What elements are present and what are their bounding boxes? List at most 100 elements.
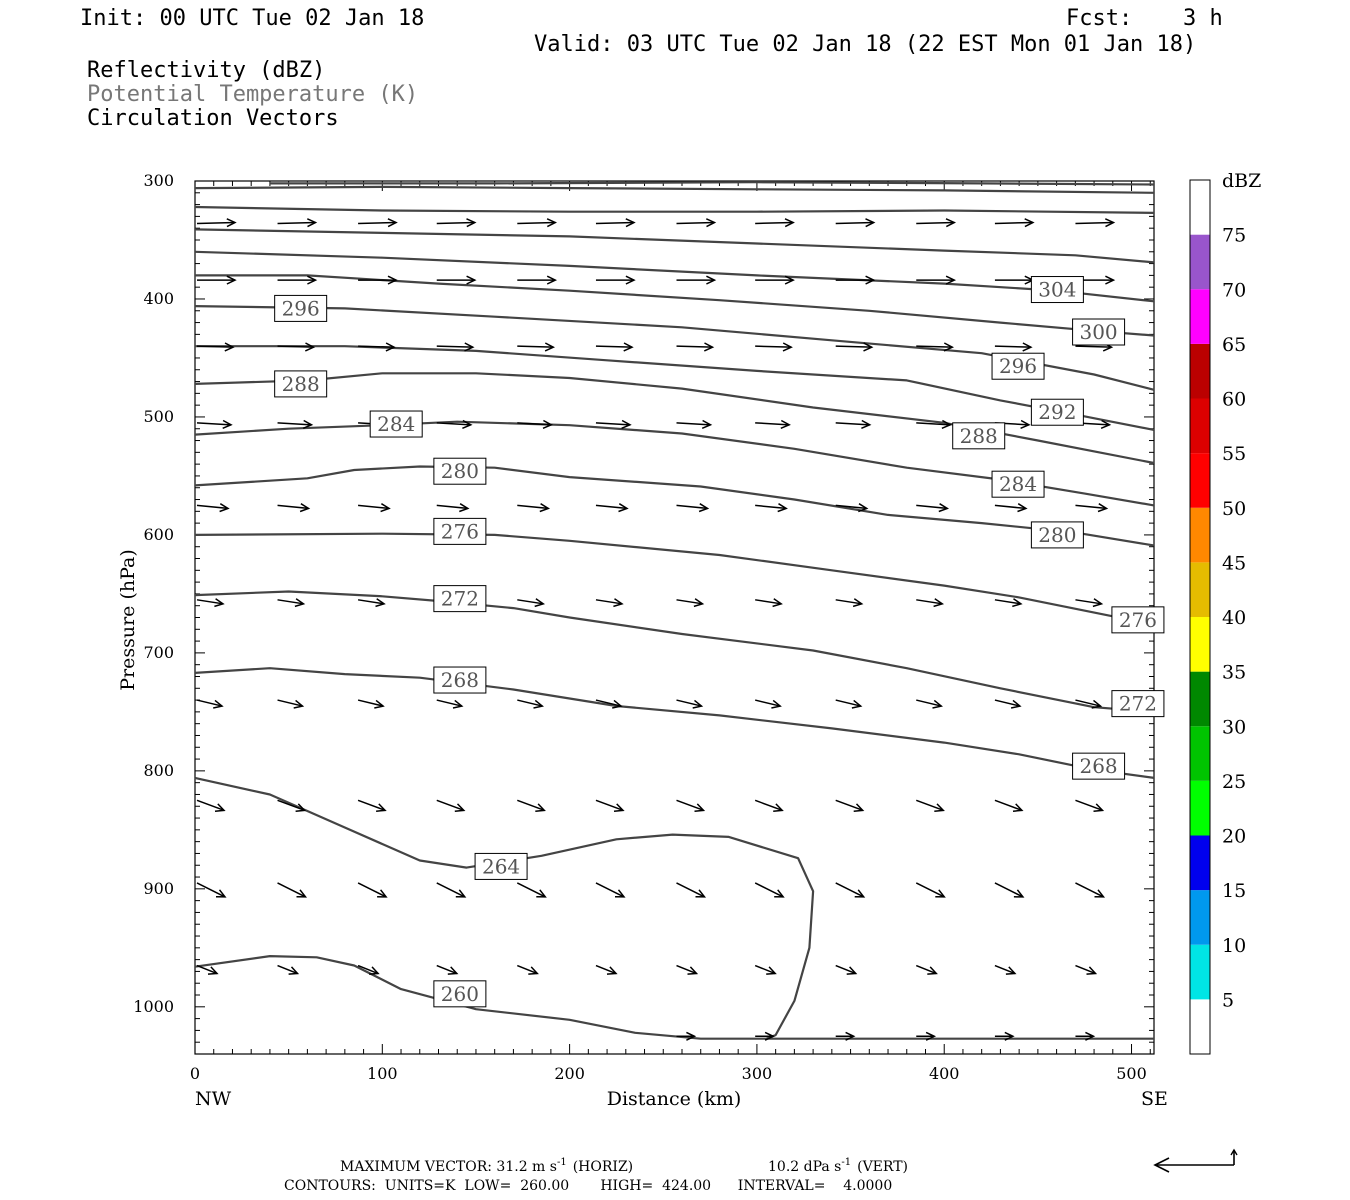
circulation-vector (516, 882, 546, 898)
contour-label-box (991, 352, 1045, 380)
contour-label: 296 (999, 354, 1037, 378)
contour-label-box (474, 852, 528, 880)
theta-contours (194, 181, 1155, 1040)
contour-label: 304 (1038, 278, 1076, 302)
circulation-vector (1075, 964, 1096, 975)
circulation-vector-head (925, 1031, 937, 1041)
circulation-vector-head (618, 503, 629, 513)
y-tick-label: 300 (143, 171, 174, 190)
circulation-vector (517, 504, 549, 510)
contour-label-box (1030, 276, 1084, 304)
circulation-vector-head (462, 419, 473, 429)
circulation-vector (1075, 345, 1112, 348)
circulation-vector-head (1024, 218, 1035, 228)
circulation-vector-head (1093, 803, 1105, 812)
circulation-vector-head (854, 889, 866, 898)
contour-label-box (1111, 606, 1165, 634)
circulation-vector-head (934, 803, 945, 812)
contour-label-box (274, 294, 328, 322)
circulation-vector-head (777, 503, 788, 513)
contour-label: 284 (999, 472, 1037, 496)
circulation-vector-head (1013, 889, 1025, 898)
circulation-vector-head (698, 503, 710, 513)
circulation-vector-head (387, 275, 398, 285)
circulation-vector-head (784, 275, 795, 285)
colorbar-level-label: 35 (1222, 662, 1246, 684)
circulation-vector-head (614, 889, 626, 898)
circulation-vector (357, 882, 387, 898)
circulation-vector (595, 221, 634, 225)
circulation-vector-head (1092, 598, 1104, 608)
circulation-vector (676, 799, 704, 812)
circulation-vector-head (845, 1031, 856, 1041)
circulation-vector (595, 422, 631, 426)
circulation-vector (676, 422, 711, 426)
circulation-vector (676, 964, 697, 975)
colorbar-frame (1189, 179, 1211, 1055)
circulation-vector (196, 799, 225, 812)
circulation-vector-head (863, 342, 874, 352)
circulation-vector (676, 221, 715, 225)
circulation-vector-head (858, 503, 869, 513)
colorbar-segment (1190, 617, 1210, 672)
theta-contour-280 (194, 465, 1155, 547)
circulation-vector-head (613, 598, 624, 608)
circulation-vector (835, 345, 872, 348)
circulation-vector-head (935, 889, 946, 898)
circulation-vector-head (1022, 342, 1033, 352)
field-reflectivity: Reflectivity (dBZ) (87, 58, 325, 83)
colorbar-level-label: 60 (1222, 389, 1246, 411)
circulation-vector (517, 964, 538, 975)
circulation-vector-head (466, 218, 477, 228)
x-tick-label: 200 (554, 1064, 585, 1083)
circulation-vector (196, 599, 224, 605)
circulation-vector-head (865, 275, 876, 285)
contour-label: 300 (1079, 320, 1117, 344)
circulation-vector-head (938, 503, 950, 513)
colorbar-segment (1190, 999, 1210, 1054)
circulation-vector-head (544, 342, 556, 352)
circulation-vector-head (1097, 503, 1109, 513)
circulation-vector (517, 699, 543, 707)
circulation-vector-head (865, 218, 876, 228)
circulation-vector (994, 964, 1016, 975)
circulation-vector (676, 345, 713, 348)
circulation-vector (994, 504, 1026, 510)
circulation-vector (994, 599, 1022, 605)
circulation-vector (196, 699, 223, 707)
contour-label-box (274, 370, 328, 398)
circulation-vector (196, 345, 234, 348)
circulation-vector (835, 221, 874, 225)
circulation-vector (277, 699, 303, 707)
contour-label: 296 (282, 296, 320, 320)
circulation-vector (755, 345, 792, 348)
circulation-vector (835, 422, 870, 426)
circulation-vector (835, 599, 862, 605)
circulation-vector-head (1004, 1031, 1015, 1041)
circulation-vector (1075, 799, 1103, 812)
circulation-vector (835, 799, 863, 812)
circulation-vector-head (692, 699, 704, 709)
colorbar-segment (1190, 507, 1210, 563)
circulation-vector (436, 422, 471, 426)
circulation-vector-head (380, 503, 391, 513)
circulation-vector-head (1017, 503, 1028, 513)
circulation-vector (835, 964, 856, 975)
circulation-vector-head (853, 803, 865, 812)
circulation-vector-head (945, 218, 957, 228)
theta-contour-320 (269, 181, 1155, 186)
circulation-vector (915, 964, 937, 975)
colorbar-level-label: 70 (1222, 279, 1246, 301)
circulation-vector-head (294, 598, 306, 608)
circulation-vector-head (927, 966, 938, 975)
circulation-vector (277, 964, 298, 975)
circulation-vector (277, 504, 309, 510)
circulation-vector (755, 504, 787, 510)
contour-label-box (1111, 690, 1165, 718)
y-tick-label: 900 (143, 879, 174, 898)
colorbar-level-label: 75 (1222, 225, 1246, 247)
circulation-vector (1075, 504, 1107, 510)
contour-label-box (1030, 521, 1084, 549)
forecast-label: Fcst: (1066, 6, 1132, 31)
colorbar-segment (1190, 289, 1210, 344)
